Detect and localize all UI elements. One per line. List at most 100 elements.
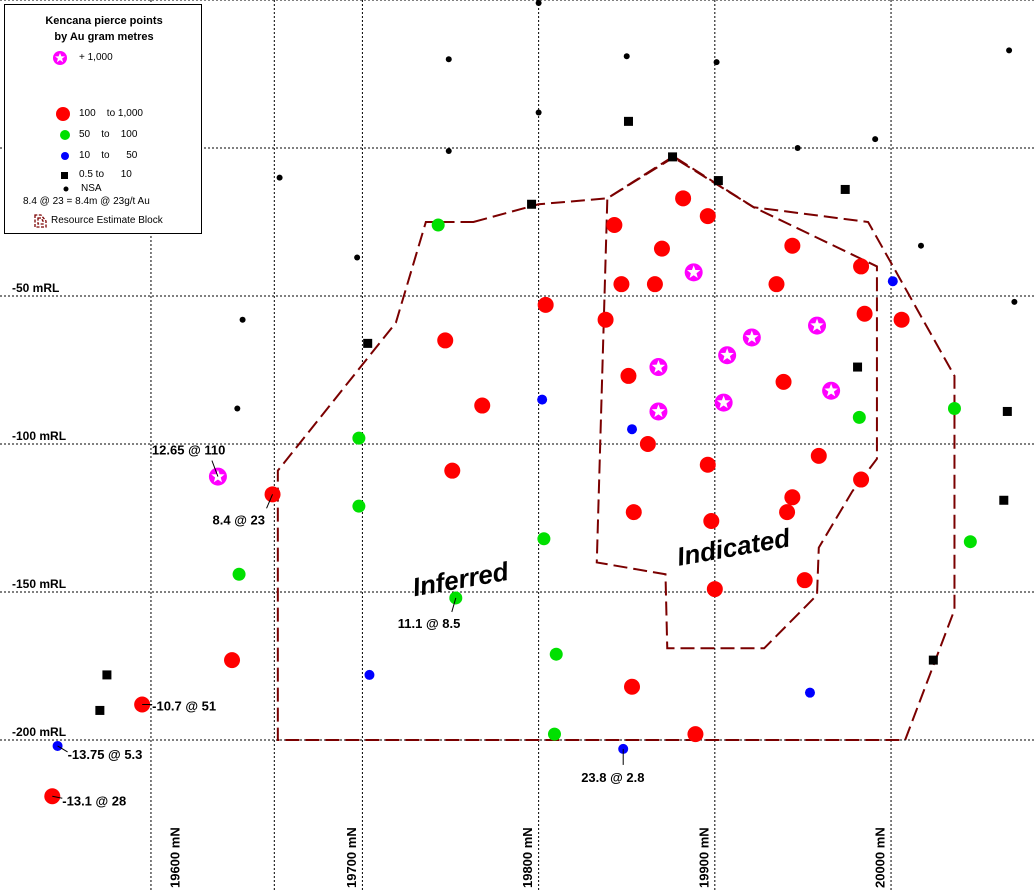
pierce-point-red <box>784 489 801 506</box>
pierce-point-nsa <box>354 254 361 261</box>
pierce-point-red <box>606 216 623 233</box>
pierce-point-red <box>703 512 720 529</box>
legend: Kencana pierce points by Au gram metres … <box>4 4 202 234</box>
x-tick-label: 19800 mN <box>520 827 535 888</box>
y-tick-label: -100 mRL <box>12 429 66 443</box>
pierce-point-square <box>853 362 863 372</box>
legend-title: Kencana pierce points by Au gram metres <box>5 13 203 45</box>
pierce-point-square <box>713 176 723 186</box>
pierce-point-star <box>718 346 737 365</box>
pierce-point-red <box>853 258 870 275</box>
pierce-point-red <box>893 311 910 328</box>
annotation-leader <box>451 597 457 613</box>
legend-blue-circle-icon <box>61 152 69 160</box>
pierce-point-red <box>437 332 454 349</box>
pierce-point-square <box>102 670 112 680</box>
pierce-point-red <box>537 296 554 313</box>
y-tick-label: -200 mRL <box>12 725 66 739</box>
pierce-point-green <box>352 431 366 445</box>
legend-block-outline-icon <box>34 214 47 228</box>
pierce-point-square <box>999 495 1009 505</box>
pierce-point-green <box>947 401 961 415</box>
pierce-point-red <box>775 373 792 390</box>
pierce-point-red <box>613 276 630 293</box>
pierce-point-nsa <box>917 242 924 249</box>
pierce-point-star <box>742 328 761 347</box>
pierce-point-star <box>822 381 841 400</box>
legend-label-square: 0.5 to 10 <box>79 169 132 180</box>
pierce-point-red <box>706 581 723 598</box>
pierce-point-star <box>684 263 703 282</box>
pierce-point-red <box>625 504 642 521</box>
pierce-point-nsa <box>1006 47 1013 54</box>
legend-label-star: + 1,000 <box>79 52 113 63</box>
x-tick-label: 19700 mN <box>344 827 359 888</box>
pierce-point-red <box>675 190 692 207</box>
annotations: 12.65 @ 110 8.4 @ 23 11.1 @ 8.5 -10.7 @ 51 -… <box>52 443 644 808</box>
pierce-point-red <box>474 397 491 414</box>
pierce-point-nsa <box>623 53 630 60</box>
annotation-leader <box>52 795 63 799</box>
legend-block-label: Resource Estimate Block <box>51 215 163 226</box>
legend-title-line-1: Kencana pierce points <box>45 15 163 27</box>
legend-red-circle-icon <box>56 107 70 121</box>
pierce-point-red <box>653 240 670 257</box>
pierce-point-blue <box>887 276 898 287</box>
pierce-point-red <box>699 208 716 225</box>
annotation-label: -10.7 @ 51 <box>152 699 216 714</box>
y-tick-label: -50 mRL <box>12 281 59 295</box>
pierce-point-red <box>796 572 813 589</box>
pierce-point-square <box>1002 406 1012 416</box>
pierce-point-red <box>444 462 461 479</box>
annotation-label: 11.1 @ 8.5 <box>398 616 461 631</box>
pierce-point-red <box>620 367 637 384</box>
pierce-point-green <box>431 218 445 232</box>
legend-symbols <box>34 51 70 228</box>
pierce-point-square <box>928 655 938 665</box>
pierce-point-nsa <box>276 174 283 181</box>
legend-label-blue: 10 to 50 <box>79 150 138 161</box>
pierce-point-square <box>623 116 633 126</box>
annotation-leader <box>211 460 219 477</box>
pierce-point-green <box>547 727 561 741</box>
annotation-leader <box>57 745 68 753</box>
inferred-block-outline <box>276 155 956 742</box>
pierce-points <box>44 0 1018 805</box>
annotation-label: -13.1 @ 28 <box>62 793 126 808</box>
pierce-point-star <box>649 402 668 421</box>
pierce-point-nsa <box>234 405 241 412</box>
y-tick-label: -150 mRL <box>12 577 66 591</box>
legend-label-red: 100 to 1,000 <box>79 108 143 119</box>
resource-estimate-blocks <box>276 155 956 742</box>
pierce-point-star <box>808 316 827 335</box>
pierce-point-red <box>768 276 785 293</box>
x-tick-label: 19600 mN <box>168 827 183 888</box>
legend-star-icon <box>53 51 67 65</box>
pierce-point-star <box>714 393 733 412</box>
annotation-label: -13.75 @ 5.3 <box>68 747 143 762</box>
pierce-point-nsa <box>239 316 246 323</box>
pierce-point-red <box>853 471 870 488</box>
pierce-point-green <box>352 499 366 513</box>
pierce-point-red <box>224 652 241 669</box>
pierce-point-red <box>624 678 641 695</box>
pierce-point-green <box>549 647 563 661</box>
pierce-point-nsa <box>445 147 452 154</box>
pierce-point-green <box>537 532 551 546</box>
pierce-point-nsa <box>445 56 452 63</box>
pierce-point-green <box>963 535 977 549</box>
legend-title-line-2: by Au gram metres <box>54 31 154 43</box>
pierce-point-star <box>649 358 668 377</box>
legend-label-green: 50 to 100 <box>79 129 138 140</box>
pierce-point-green <box>852 410 866 424</box>
pierce-point-square <box>363 338 373 348</box>
x-tick-label: 19900 mN <box>696 827 711 888</box>
pierce-point-blue <box>364 669 375 680</box>
pierce-point-red <box>856 305 873 322</box>
pierce-point-blue <box>627 424 638 435</box>
legend-green-circle-icon <box>60 130 70 140</box>
x-axis-labels: 19600 mN 19700 mN 19800 mN 19900 mN 20000 mN <box>168 827 888 888</box>
pierce-point-square <box>668 152 678 162</box>
pierce-point-nsa <box>872 136 879 143</box>
pierce-point-square <box>840 184 850 194</box>
